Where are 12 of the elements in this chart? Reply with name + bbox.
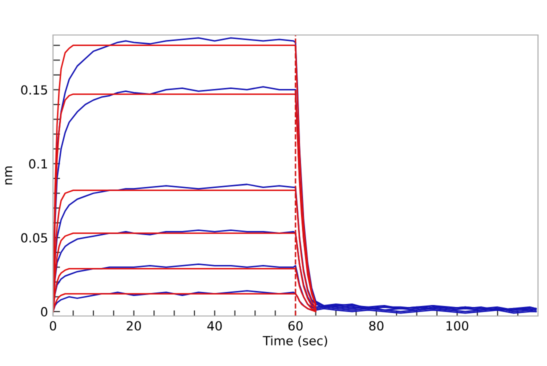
y-tick-label: 0.15 (21, 85, 48, 95)
x-tick-label: 80 (369, 321, 384, 331)
x-tick-label: 20 (126, 321, 141, 331)
x-axis-title: Time (sec) (262, 336, 328, 347)
x-tick-label: 40 (207, 321, 222, 331)
x-tick-label: 100 (446, 321, 468, 331)
x-tick-label: 0 (50, 321, 56, 331)
y-tick-label: 0.05 (21, 233, 48, 243)
y-axis-title: nm (5, 166, 12, 184)
x-tick-label: 60 (288, 321, 303, 331)
y-tick-label: 0.1 (29, 159, 47, 169)
y-tick-label: 0 (41, 307, 48, 316)
